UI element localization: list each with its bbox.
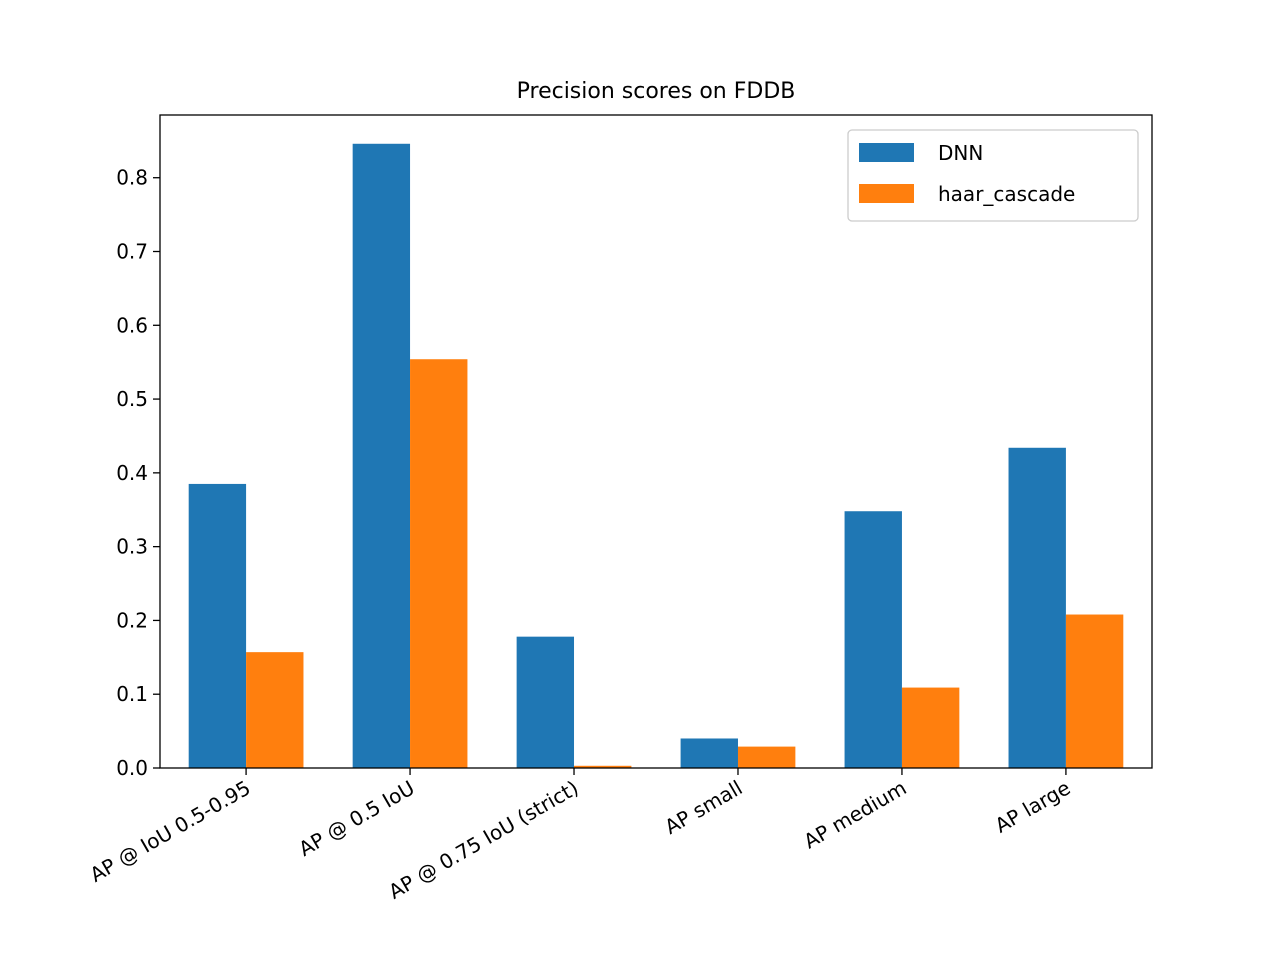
bar-haar-cascade-3	[737, 746, 796, 768]
bars-layer	[188, 143, 1124, 769]
bar-dnn-4	[844, 511, 902, 768]
legend: DNN haar_cascade	[847, 129, 1139, 222]
y-tick-label: 0.2	[116, 608, 148, 632]
y-tick-label: 0.3	[116, 535, 148, 559]
x-tick-label: AP small	[661, 776, 747, 839]
y-tick-label: 0.0	[116, 756, 148, 780]
bar-dnn-0	[188, 483, 247, 768]
bar-haar-cascade-0	[246, 652, 304, 768]
legend-label-0: DNN	[938, 141, 983, 165]
bar-dnn-2	[516, 636, 575, 768]
x-tick-label: AP medium	[799, 776, 910, 854]
legend-swatch-1	[859, 184, 914, 203]
bar-haar-cascade-4	[901, 687, 960, 768]
x-tick-label: AP @ 0.5 IoU	[294, 776, 418, 861]
y-tick-label: 0.1	[116, 682, 148, 706]
x-tick-label: AP large	[991, 776, 1075, 838]
y-tick-label: 0.4	[116, 461, 148, 485]
bar-haar-cascade-5	[1065, 614, 1124, 768]
plot-frame	[159, 114, 1153, 769]
y-tick-label: 0.5	[116, 387, 148, 411]
chart-title: Precision scores on FDDB	[517, 79, 796, 104]
bar-haar-cascade-1	[410, 359, 468, 768]
legend-label-1: haar_cascade	[938, 182, 1075, 206]
bar-dnn-3	[680, 738, 738, 768]
y-tick-label: 0.6	[116, 313, 148, 337]
x-tick-label: AP @ IoU 0.5-0.95	[86, 776, 255, 887]
legend-swatch-0	[859, 143, 914, 162]
bar-dnn-1	[352, 143, 411, 769]
y-tick-label: 0.7	[116, 240, 148, 264]
y-tick-label: 0.8	[116, 166, 148, 190]
legend-box	[847, 129, 1139, 222]
bar-haar-cascade-2	[574, 765, 632, 768]
bar-dnn-5	[1008, 447, 1066, 768]
